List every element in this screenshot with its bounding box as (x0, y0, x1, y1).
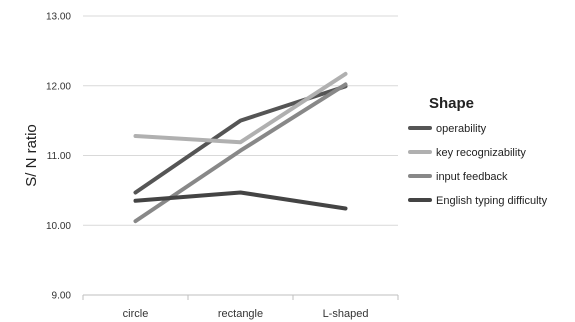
legend-title: Shape (429, 95, 474, 112)
y-tick-label: 10.00 (46, 221, 71, 232)
y-tick-label: 9.00 (52, 291, 72, 302)
gridlines (83, 15, 398, 296)
legend-label: key recognizability (436, 147, 526, 159)
legend-label: English typing difficulty (436, 195, 548, 207)
y-tick-label: 13.00 (46, 12, 71, 23)
legend-label: operability (436, 123, 487, 135)
legend-items: operability key recognizability input feed… (408, 123, 548, 207)
legend: Shape operability key recognizability inpu… (408, 95, 548, 207)
legend-label: input feedback (436, 171, 508, 183)
x-category-label: circle (123, 308, 149, 320)
y-axis-label: S/ N ratio (23, 124, 40, 187)
series-lines (133, 71, 348, 224)
x-category-label: rectangle (218, 308, 263, 320)
series-line (133, 190, 348, 211)
x-axis-categories: circle rectangle L-shaped (82, 295, 399, 320)
y-axis-ticks: 9.00 10.00 11.00 12.00 13.00 (46, 12, 71, 302)
x-category-label: L-shaped (323, 308, 369, 320)
series-line (133, 71, 348, 145)
y-tick-label: 11.00 (47, 151, 72, 162)
y-tick-label: 12.00 (46, 81, 71, 92)
series-line (133, 82, 348, 224)
